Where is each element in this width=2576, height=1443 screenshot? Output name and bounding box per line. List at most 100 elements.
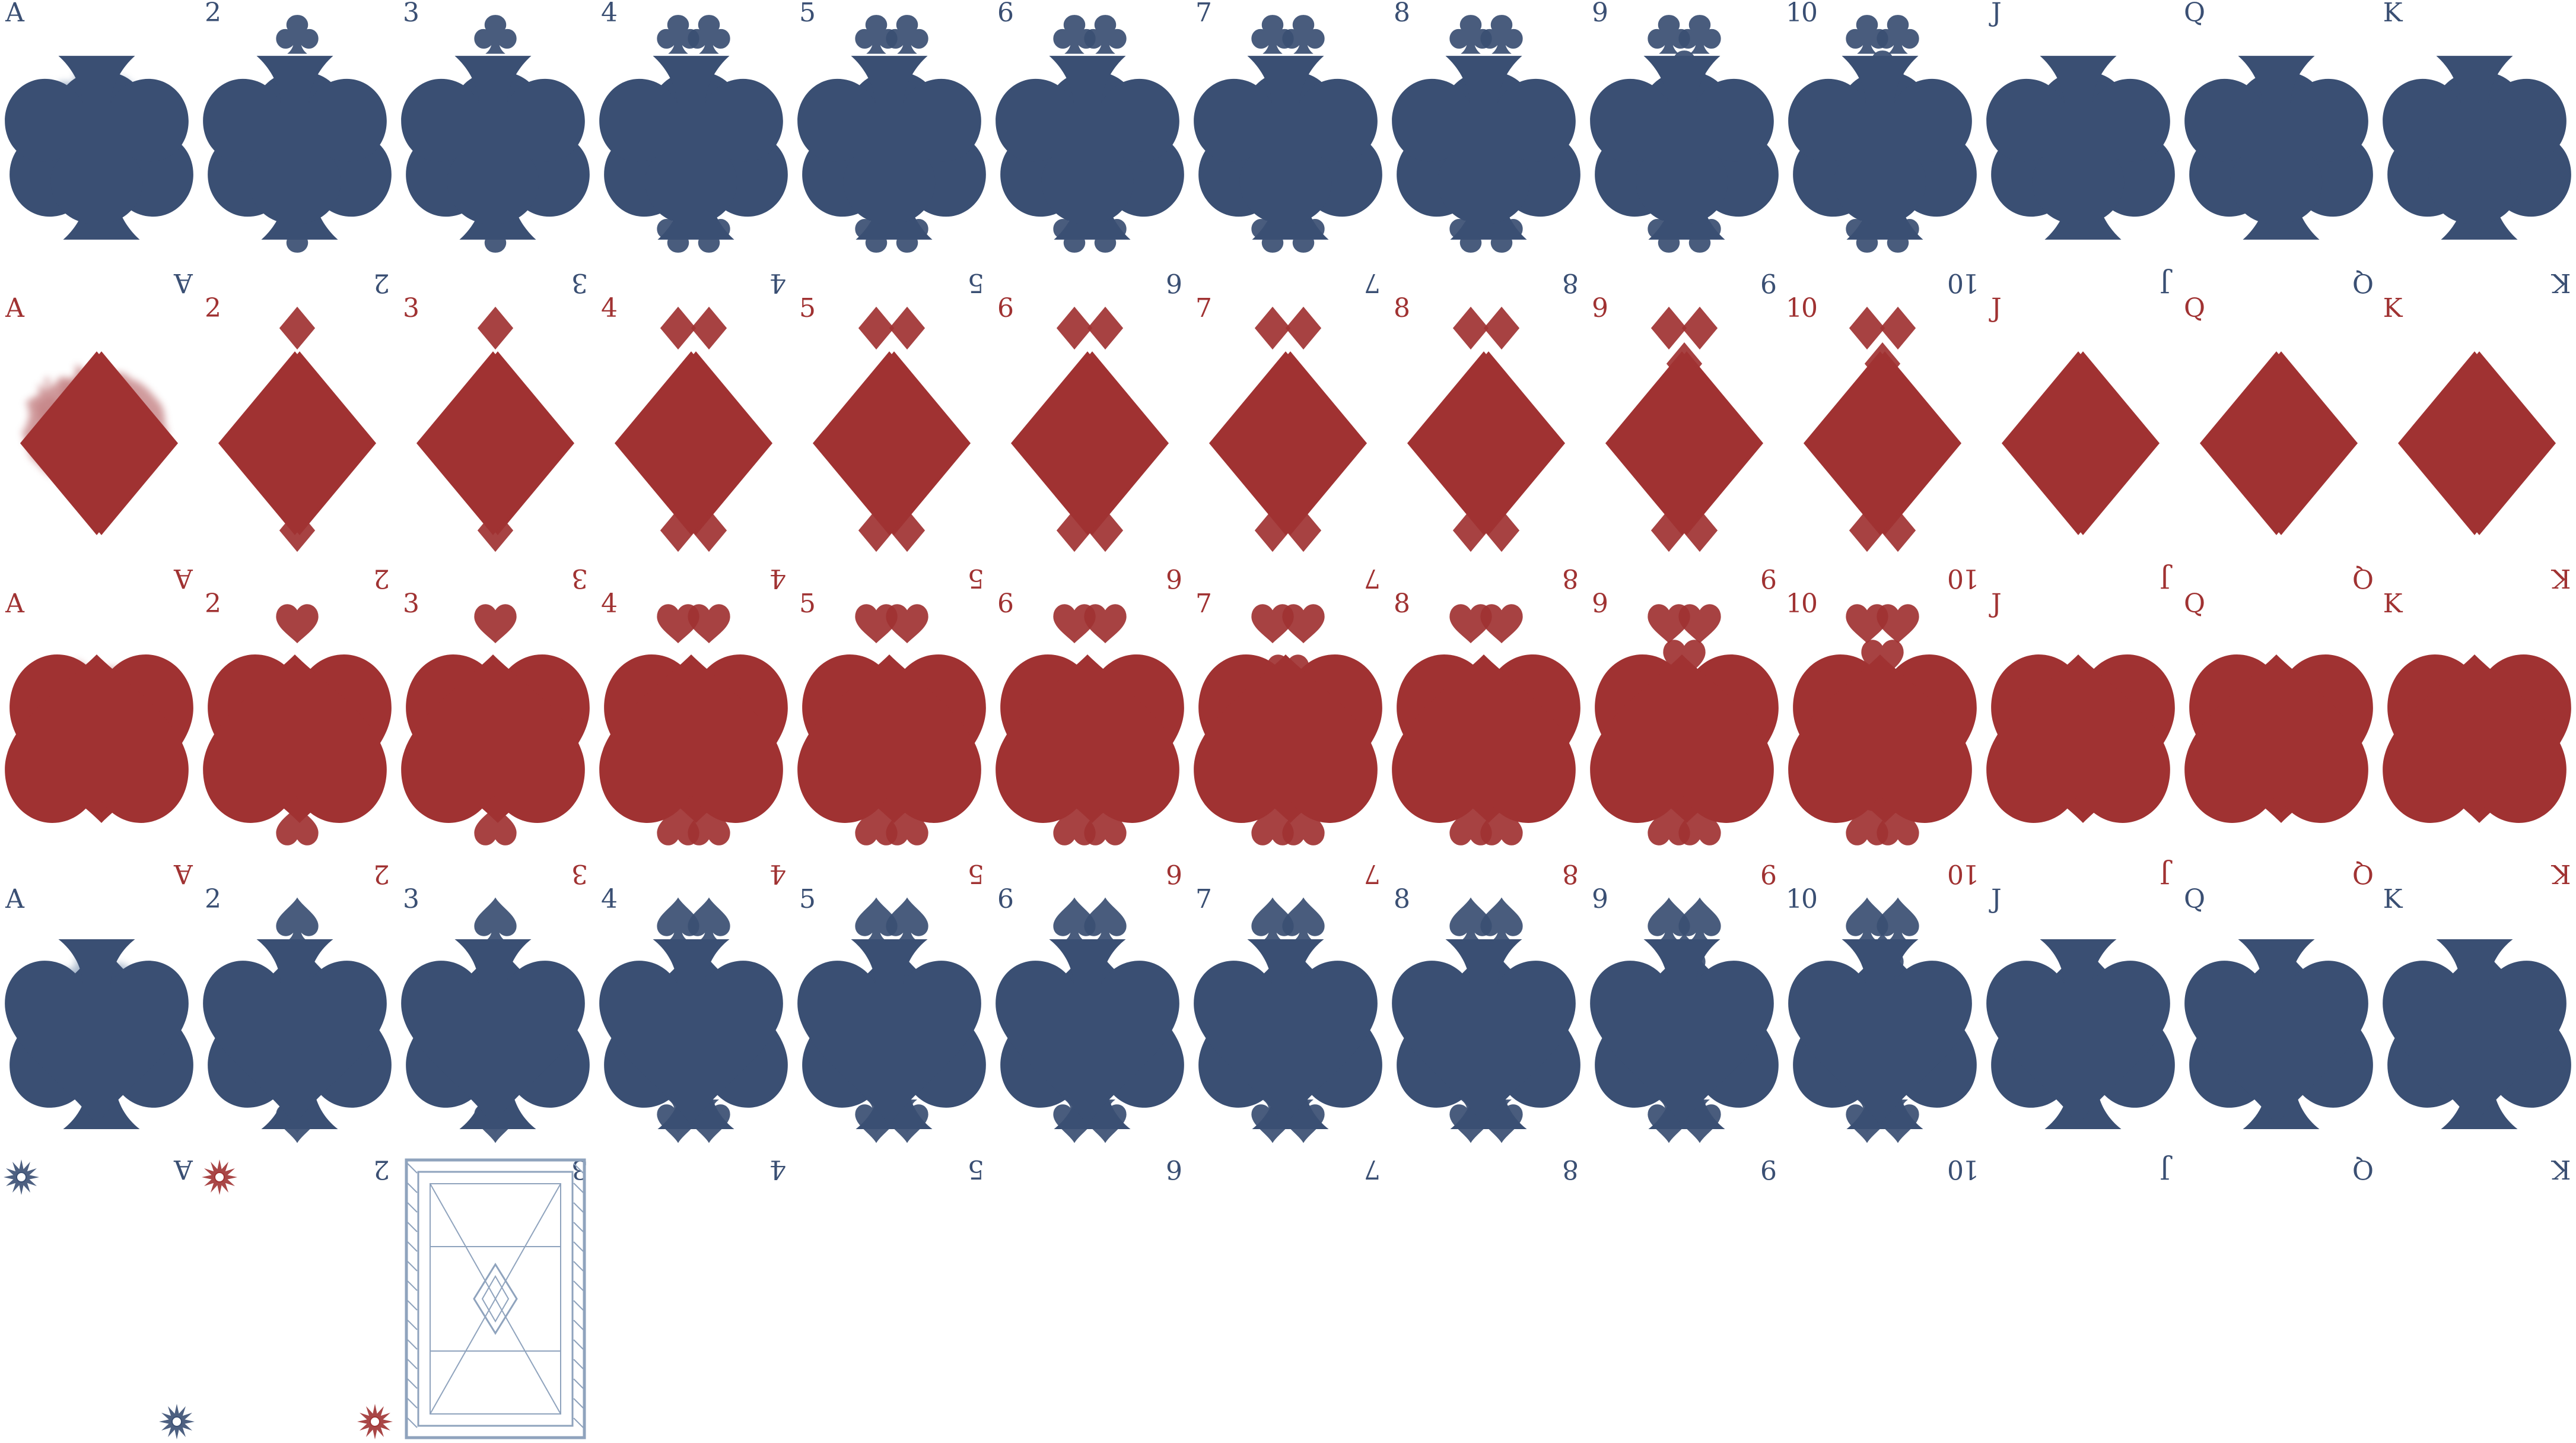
corner-index-top: Q (2182, 0, 2373, 240)
heart-icon (5, 654, 189, 823)
rank-label: Q (2183, 884, 2205, 914)
card-10-of-diamonds[interactable]: 10 10 (1783, 295, 1982, 594)
rank-label: K (2383, 0, 2403, 28)
corner-index-bottom: 6 (996, 56, 1187, 298)
heart-icon (797, 654, 981, 823)
corner-index-top: J (1984, 293, 2160, 535)
corner-index-top: Q (2182, 295, 2358, 535)
rank-label: 8 (1394, 293, 1410, 323)
card-10-of-spades[interactable]: 10 10 (1783, 886, 1982, 1185)
corner-index-top: 10 (1786, 591, 1977, 823)
corner-index-bottom: 3 (416, 351, 592, 593)
corner-index-top: 3 (399, 886, 590, 1130)
spade-icon (1392, 939, 1576, 1126)
rank-label: J (1991, 293, 2002, 323)
diamond-icon (2199, 351, 2354, 535)
corner-index-top: 2 (201, 589, 392, 823)
star-burst-icon (356, 1403, 394, 1441)
corner-index-bottom: A (20, 351, 196, 593)
rank-label: 2 (205, 589, 221, 619)
corner-index-top: 5 (795, 886, 986, 1130)
corner-index-top: 10 (1786, 0, 1977, 240)
spade-icon (996, 939, 1179, 1126)
club-icon (2184, 56, 2368, 225)
club-icon (1788, 56, 1972, 225)
corner-index-bottom: 5 (812, 351, 988, 593)
card-10-of-clubs[interactable]: 10 10 (1783, 0, 1982, 298)
corner-index-bottom: 9 (1605, 351, 1781, 593)
corner-index-bottom: 7 (1194, 939, 1385, 1184)
rank-label: A (5, 0, 24, 28)
rank-label: 7 (1195, 884, 1212, 914)
corner-index-top: A (2, 591, 193, 823)
diamond-icon (1605, 351, 1759, 535)
corner-index-bottom: K (2383, 654, 2574, 889)
corner-index-top: 9 (1588, 886, 1779, 1130)
corner-index-bottom: 2 (218, 351, 394, 593)
corner-index-top: 9 (1588, 295, 1764, 535)
star-burst-icon (158, 1403, 196, 1441)
card-10-of-hearts[interactable]: 10 10 (1783, 591, 1982, 889)
club-icon (1590, 56, 1774, 225)
club-icon (401, 56, 585, 225)
corner-index-bottom: 4 (614, 351, 790, 593)
rank-label: 6 (997, 0, 1014, 28)
corner-index-bottom: Q (2184, 654, 2375, 889)
corner-index-top: 6 (993, 591, 1184, 823)
corner-index-bottom: 10 (1788, 654, 1979, 889)
rank-label: J (1991, 589, 2002, 619)
corner-index-top: 3 (399, 591, 590, 823)
card-back[interactable] (404, 1158, 587, 1440)
corner-index-top: 5 (795, 0, 986, 240)
